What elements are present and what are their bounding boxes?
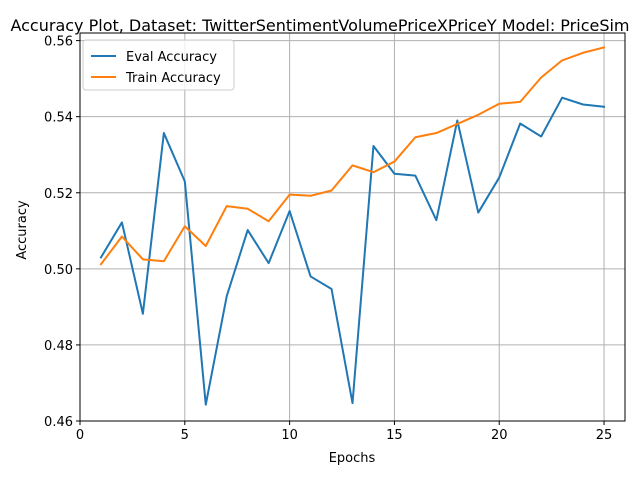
legend-label-eval-accuracy: Eval Accuracy bbox=[126, 50, 217, 65]
x-axis-label: Epochs bbox=[329, 451, 376, 466]
series-line-train-accuracy bbox=[99, 46, 606, 266]
y-tick-label: 0.46 bbox=[44, 415, 73, 430]
y-axis: 0.46 0.48 0.50 0.52 0.54 0.56 bbox=[44, 35, 80, 430]
series-layer bbox=[99, 46, 606, 406]
x-tick-label: 15 bbox=[386, 428, 403, 443]
x-tick-label: 25 bbox=[596, 428, 613, 443]
plot-frame bbox=[79, 32, 626, 422]
legend-label-train-accuracy: Train Accuracy bbox=[125, 71, 221, 86]
y-tick-label: 0.50 bbox=[44, 263, 73, 278]
x-axis: 0 5 10 15 20 25 bbox=[76, 421, 612, 443]
x-tick-label: 20 bbox=[491, 428, 508, 443]
chart-title: Accuracy Plot, Dataset: TwitterSentiment… bbox=[10, 16, 629, 35]
y-tick-label: 0.56 bbox=[44, 35, 73, 50]
x-tick-label: 0 bbox=[76, 428, 84, 443]
y-axis-label: Accuracy bbox=[15, 200, 30, 260]
legend-box bbox=[82, 39, 235, 91]
y-tick-label: 0.48 bbox=[44, 339, 73, 354]
x-tick-label: 5 bbox=[181, 428, 189, 443]
x-tick-label: 10 bbox=[281, 428, 298, 443]
y-tick-label: 0.52 bbox=[44, 187, 73, 202]
legend: Eval Accuracy Train Accuracy bbox=[82, 39, 235, 91]
y-tick-label: 0.54 bbox=[44, 111, 73, 126]
series-line-eval-accuracy bbox=[99, 96, 606, 406]
